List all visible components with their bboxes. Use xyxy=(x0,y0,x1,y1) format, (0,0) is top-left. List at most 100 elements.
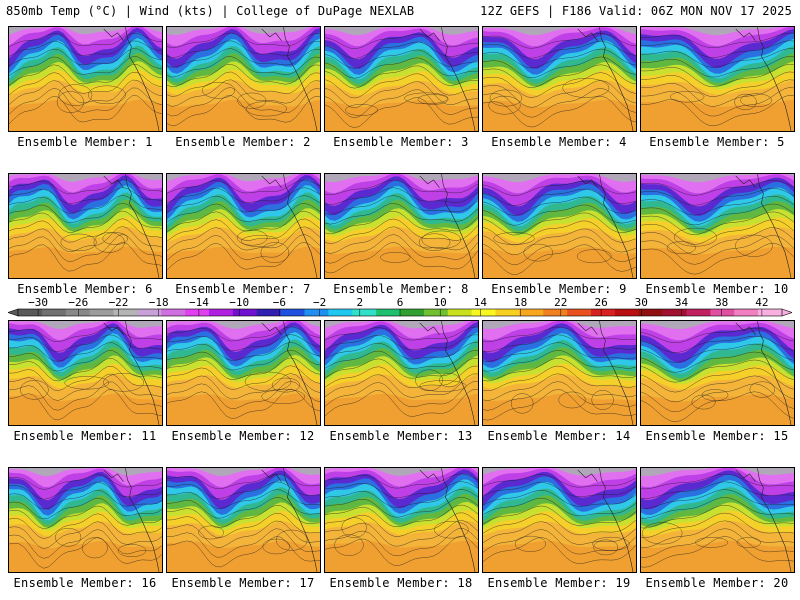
ensemble-member-label: Ensemble Member: 17 xyxy=(171,576,315,590)
contour-line xyxy=(325,226,478,254)
contour-line xyxy=(325,81,478,109)
temperature-field xyxy=(9,321,162,425)
contour-line xyxy=(9,32,162,48)
contour-line xyxy=(483,326,636,343)
contour-line xyxy=(325,473,478,489)
closed-contour xyxy=(20,380,49,400)
closed-contour xyxy=(58,84,93,106)
coastline xyxy=(261,468,318,572)
closed-contour xyxy=(417,94,449,105)
closed-contour xyxy=(87,85,126,105)
closed-contour xyxy=(60,233,97,252)
contour-line xyxy=(641,203,794,226)
temperature-band xyxy=(9,321,162,341)
contour-line xyxy=(483,95,636,128)
temperature-field xyxy=(325,174,478,278)
contour-line xyxy=(325,195,478,215)
closed-contour xyxy=(201,81,236,99)
ensemble-member-map xyxy=(324,467,479,573)
temperature-band xyxy=(167,468,320,488)
ensemble-member-label: Ensemble Member: 19 xyxy=(487,576,631,590)
colorbar-tick-label: 18 xyxy=(514,297,527,309)
contour-line xyxy=(167,342,320,361)
contour-line xyxy=(9,513,162,539)
closed-contour xyxy=(55,527,82,547)
contour-line xyxy=(167,234,320,261)
contour-line xyxy=(325,350,478,369)
colorbar-tick-label: −14 xyxy=(189,297,209,309)
contour-line xyxy=(9,210,162,233)
contour-line xyxy=(325,89,478,119)
closed-contour xyxy=(736,537,761,548)
contour-line xyxy=(325,489,478,508)
colorbar-tick-label: 6 xyxy=(397,297,404,309)
contour-line xyxy=(641,512,794,539)
contour-line xyxy=(641,375,794,403)
contour-line xyxy=(9,95,162,125)
temperature-field xyxy=(9,468,162,572)
colorbar-tick-label: −30 xyxy=(28,297,48,309)
closed-contour xyxy=(434,521,469,539)
colorbar-segment xyxy=(161,309,186,316)
closed-contour xyxy=(562,78,610,98)
contour-line xyxy=(641,71,794,97)
closed-contour xyxy=(103,373,144,392)
contour-line xyxy=(9,350,162,372)
contour-line xyxy=(9,505,162,530)
ensemble-member-label: Ensemble Member: 11 xyxy=(13,429,157,443)
closed-contour xyxy=(64,376,110,390)
coastline xyxy=(261,321,318,425)
contour-line xyxy=(641,188,794,206)
contour-line xyxy=(9,474,162,490)
ensemble-member-label: Ensemble Member: 20 xyxy=(645,576,789,590)
closed-contour xyxy=(246,101,287,117)
closed-contour xyxy=(261,388,306,404)
contour-line xyxy=(325,389,478,417)
contour-line xyxy=(9,241,162,272)
ensemble-member-label: Ensemble Member: 13 xyxy=(329,429,473,443)
contour-line xyxy=(167,326,320,342)
contour-line xyxy=(483,357,636,382)
closed-contour xyxy=(418,233,451,251)
ensemble-member-label: Ensemble Member: 5 xyxy=(649,135,785,149)
contour-line xyxy=(167,473,320,490)
ensemble-member-label: Ensemble Member: 4 xyxy=(491,135,627,149)
temperature-field xyxy=(325,27,478,131)
colorbar-segment xyxy=(662,309,687,316)
contour-line xyxy=(325,97,478,129)
coastline xyxy=(735,468,792,572)
closed-contour xyxy=(735,234,773,257)
coastline xyxy=(419,27,476,131)
closed-contour xyxy=(523,243,554,262)
contour-line xyxy=(641,180,794,196)
contour-line xyxy=(641,359,794,383)
contour-line xyxy=(483,505,636,526)
contour-line xyxy=(167,373,320,400)
ensemble-member-map xyxy=(482,173,637,279)
contour-line xyxy=(641,79,794,107)
ensemble-member-label: Ensemble Member: 15 xyxy=(645,429,789,443)
contour-line xyxy=(325,49,478,69)
coastline xyxy=(261,27,318,131)
ensemble-member-map xyxy=(8,467,163,573)
temperature-field xyxy=(641,174,794,278)
contour-line xyxy=(167,497,320,519)
contour-line xyxy=(641,56,794,78)
contour-line xyxy=(483,497,636,517)
coastline xyxy=(577,174,634,278)
contour-line xyxy=(641,343,794,363)
contour-line xyxy=(483,48,636,69)
contour-line xyxy=(641,520,794,548)
closed-contour xyxy=(641,522,683,545)
colorbar-min-arrow xyxy=(8,308,19,317)
colorbar-segment xyxy=(495,309,520,316)
temperature-field xyxy=(167,27,320,131)
colorbar-segment xyxy=(686,309,711,316)
contour-line xyxy=(641,481,794,499)
contour-line xyxy=(325,528,478,557)
ensemble-member-label: Ensemble Member: 6 xyxy=(17,282,153,296)
temperature-field xyxy=(641,27,794,131)
temperature-band xyxy=(9,321,162,330)
temperature-field xyxy=(483,27,636,131)
contour-line xyxy=(9,202,162,224)
